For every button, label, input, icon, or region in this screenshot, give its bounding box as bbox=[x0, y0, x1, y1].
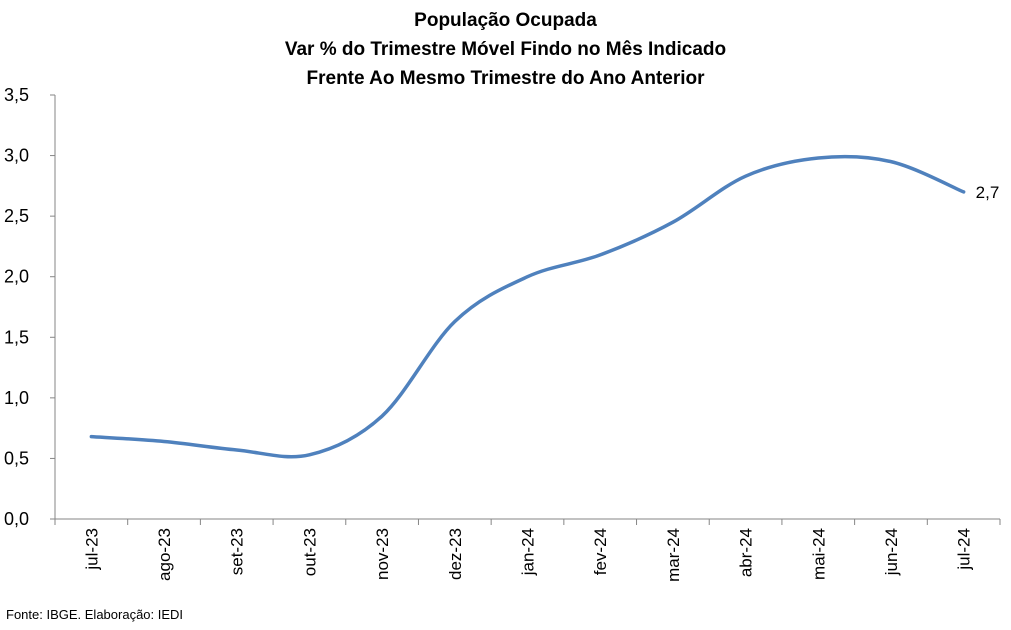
x-tick-label: jun-24 bbox=[882, 528, 901, 576]
y-tick-label: 3,5 bbox=[4, 85, 29, 105]
y-tick-label: 1,5 bbox=[4, 327, 29, 347]
x-tick-label: dez-23 bbox=[446, 528, 465, 580]
series-group: 2,7 bbox=[89, 154, 1000, 459]
x-tick-label: jan-24 bbox=[519, 528, 538, 576]
chart-title-line-2: Var % do Trimestre Móvel Findo no Mês In… bbox=[284, 39, 727, 60]
y-tick-label: 0,0 bbox=[4, 509, 29, 529]
chart-title-line-1: População Ocupada bbox=[414, 10, 597, 31]
x-tick-label: set-23 bbox=[228, 528, 247, 575]
y-tick-label: 2,0 bbox=[4, 267, 29, 287]
y-axis: 0,0 0,5 1,0 1,5 2,0 2,5 3,0 3,5 bbox=[4, 85, 56, 529]
y-tick-label: 2,5 bbox=[4, 206, 29, 226]
x-tick-label: fev-24 bbox=[591, 528, 610, 575]
x-tick-label: mai-24 bbox=[809, 528, 828, 580]
x-tick-label: jul-24 bbox=[955, 528, 974, 571]
y-tick-label: 3,0 bbox=[4, 146, 29, 166]
data-label-last: 2,7 bbox=[976, 183, 1000, 202]
x-tick-label: nov-23 bbox=[373, 528, 392, 580]
source-note: Fonte: IBGE. Elaboração: IEDI bbox=[6, 607, 184, 622]
y-tick-label: 1,0 bbox=[4, 388, 29, 408]
x-tick-label: jul-23 bbox=[82, 528, 101, 571]
chart-title-line-3: Frente Ao Mesmo Trimestre do Ano Anterio… bbox=[306, 68, 705, 89]
x-axis: jul-23 ago-23 set-23 out-23 nov-23 dez-23 jan-… bbox=[54, 518, 1001, 582]
x-tick-label: out-23 bbox=[300, 528, 319, 576]
x-tick-label: ago-23 bbox=[155, 528, 174, 581]
y-tick-label: 0,5 bbox=[4, 448, 29, 468]
series-line bbox=[89, 154, 966, 459]
x-tick-label: mar-24 bbox=[664, 528, 683, 582]
chart-title: População Ocupada Var % do Trimestre Móv… bbox=[0, 6, 1011, 93]
x-tick-label: abr-24 bbox=[737, 528, 756, 577]
